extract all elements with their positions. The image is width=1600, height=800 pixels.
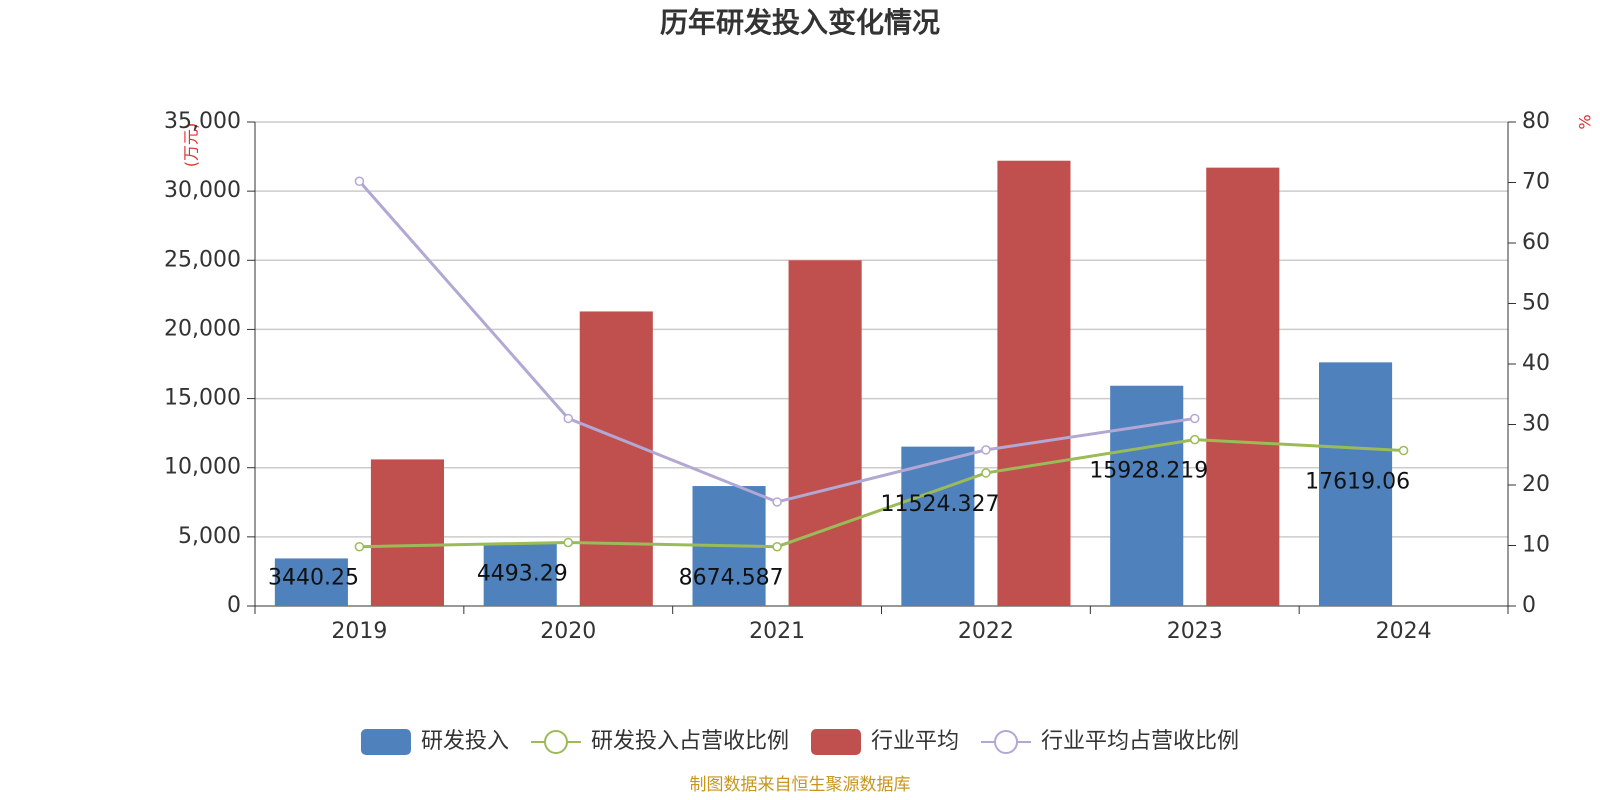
y-tick-label: 30,000 — [164, 178, 241, 203]
data-label: 15928.219 — [1089, 459, 1208, 484]
y2-axis-label: % — [1576, 114, 1595, 129]
x-tick-label: 2019 — [331, 619, 387, 644]
line-point — [981, 445, 991, 455]
line-point — [563, 537, 573, 548]
y2-tick-label: 10 — [1522, 533, 1550, 558]
y-axis-label: (万元) — [182, 123, 201, 168]
legend-swatch — [543, 730, 568, 754]
y-tick-label: 10,000 — [164, 455, 241, 480]
y-tick-label: 15,000 — [164, 386, 241, 411]
legend-item[interactable]: 研发投入占营收比例 — [530, 729, 789, 754]
y2-tick-label: 0 — [1522, 593, 1536, 618]
legend-item[interactable]: 行业平均占营收比例 — [981, 729, 1239, 754]
data-label: 11524.327 — [880, 492, 999, 517]
y-tick-label: 35,000 — [164, 109, 241, 134]
y-tick-label: 20,000 — [164, 316, 241, 341]
data-label: 3440.25 — [268, 566, 359, 591]
line-point — [772, 497, 782, 507]
line-point — [1190, 413, 1200, 424]
legend-item[interactable]: 行业平均 — [811, 729, 959, 755]
y2-tick-label: 50 — [1522, 291, 1550, 316]
line-point — [354, 541, 365, 552]
y2-tick-label: 40 — [1522, 351, 1550, 376]
line-point — [1398, 445, 1409, 456]
x-tick-label: 2022 — [958, 619, 1014, 644]
bar — [1110, 385, 1184, 606]
y2-tick-label: 30 — [1522, 412, 1550, 437]
line-point — [772, 541, 782, 552]
x-tick-label: 2023 — [1167, 619, 1223, 644]
y2-tick-label: 80 — [1522, 109, 1550, 134]
y-tick-label: 0 — [227, 593, 241, 618]
data-label: 8674.587 — [679, 566, 784, 591]
source-note: 制图数据来自恒生聚源数据库 — [690, 775, 911, 795]
bar — [579, 311, 653, 606]
legend-swatch — [994, 730, 1019, 754]
line-point — [1190, 434, 1200, 445]
x-tick-label: 2021 — [749, 619, 805, 644]
line-point — [354, 176, 365, 187]
data-label: 4493.29 — [477, 561, 568, 586]
bar — [370, 459, 444, 606]
y2-tick-label: 60 — [1522, 230, 1550, 255]
legend-label: 行业平均占营收比例 — [1041, 729, 1239, 754]
y-tick-label: 5,000 — [178, 524, 241, 549]
legend-label: 行业平均 — [871, 729, 959, 754]
bar — [483, 543, 557, 606]
legend-label: 研发投入占营收比例 — [591, 729, 789, 754]
line — [359, 438, 1404, 549]
bar — [274, 558, 348, 606]
legend-swatch — [360, 729, 411, 755]
legend-swatch — [811, 729, 861, 755]
legend: 研发投入 研发投入占营收比例 行业平均 行业平均占营收比例 — [360, 729, 1239, 755]
bar — [788, 260, 862, 606]
data-label: 17619.06 — [1305, 470, 1410, 495]
bar — [1319, 362, 1393, 606]
x-tick-label: 2020 — [540, 619, 596, 644]
bar — [1206, 167, 1280, 607]
y-tick-label: 25,000 — [164, 247, 241, 272]
y2-tick-label: 20 — [1522, 472, 1550, 497]
legend-label: 研发投入 — [421, 729, 509, 754]
legend-item[interactable]: 研发投入 — [360, 729, 509, 755]
bar — [901, 446, 975, 606]
x-tick-label: 2024 — [1376, 619, 1432, 644]
y2-tick-label: 70 — [1522, 170, 1550, 195]
line-point — [981, 468, 991, 478]
line-point — [563, 413, 573, 424]
chart-title: 历年研发投入变化情况 — [660, 6, 940, 39]
bar — [997, 160, 1071, 606]
